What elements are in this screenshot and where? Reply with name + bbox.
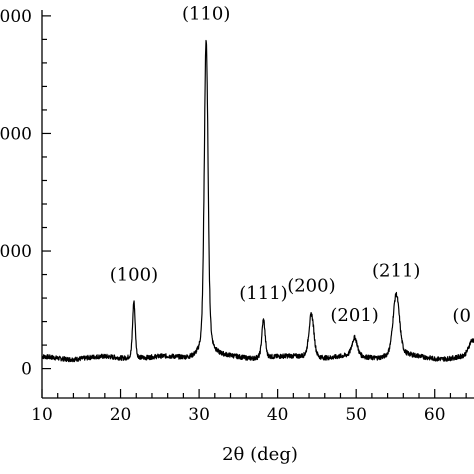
x-tick-label: 40 xyxy=(267,405,289,425)
peak-label: (111) xyxy=(239,283,287,304)
peak-label: (110) xyxy=(182,3,230,24)
y-tick-label: 1000 xyxy=(0,242,32,262)
tick-labels: 10 20 30 40 50 60 0 1000 2000 3000 xyxy=(0,7,446,425)
ticks xyxy=(41,15,467,398)
y-tick-label: 0 xyxy=(21,360,32,380)
x-tick-label: 10 xyxy=(31,405,53,425)
peak-label: (200) xyxy=(287,275,335,296)
peak-label: (100) xyxy=(110,264,158,285)
x-tick-label: 50 xyxy=(345,405,367,425)
x-tick-label: 30 xyxy=(188,405,210,425)
peak-label: (211) xyxy=(372,261,420,282)
peak-label: (201) xyxy=(330,305,378,326)
x-tick-label: 60 xyxy=(424,405,446,425)
y-tick-label: 3000 xyxy=(0,7,32,27)
xrd-pattern-line xyxy=(41,39,474,363)
y-tick-label: 2000 xyxy=(0,124,32,144)
peak-label: (0 xyxy=(452,306,470,327)
axes xyxy=(41,10,474,399)
x-axis-label: 2θ (deg) xyxy=(222,444,298,465)
x-tick-label: 20 xyxy=(110,405,132,425)
peak-labels: (100) (110) (111) (200) (201) (211) (0 xyxy=(110,3,471,326)
